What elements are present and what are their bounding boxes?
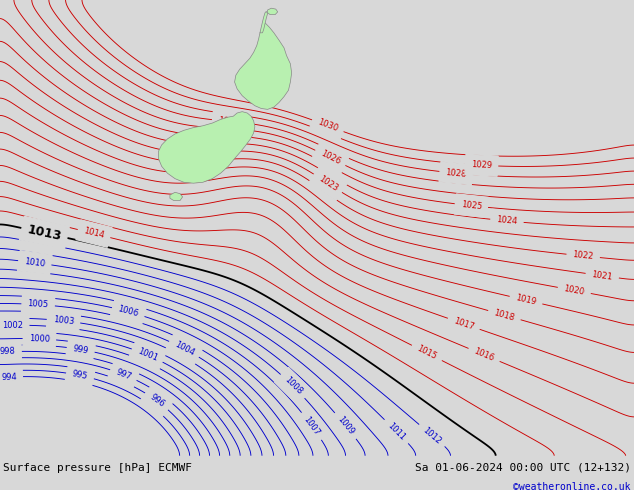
Text: 1029: 1029 [471,160,492,171]
Text: Sa 01-06-2024 00:00 UTC (12+132): Sa 01-06-2024 00:00 UTC (12+132) [415,463,631,473]
Text: 1019: 1019 [515,294,537,307]
Text: 1015: 1015 [415,344,438,362]
Text: 1001: 1001 [136,347,158,363]
Text: 1027: 1027 [217,116,240,127]
Text: 1017: 1017 [452,316,476,332]
Polygon shape [162,149,208,170]
Text: 995: 995 [72,369,89,381]
Text: 1021: 1021 [592,270,613,282]
Text: 1010: 1010 [24,257,46,269]
Text: 1030: 1030 [316,118,339,134]
Text: 1024: 1024 [496,216,518,226]
Text: 1023: 1023 [316,173,339,193]
Polygon shape [268,8,278,15]
Text: 1009: 1009 [335,415,356,437]
Polygon shape [235,23,292,109]
Text: 1003: 1003 [53,315,75,326]
Text: 994: 994 [1,372,17,382]
Text: 996: 996 [148,392,166,409]
Text: 998: 998 [0,347,16,356]
Text: 1002: 1002 [2,320,23,330]
Text: 1004: 1004 [173,340,196,358]
Polygon shape [260,11,268,33]
Text: 1020: 1020 [563,284,585,297]
Polygon shape [158,112,255,183]
Text: ©weatheronline.co.uk: ©weatheronline.co.uk [514,482,631,490]
Text: 1022: 1022 [573,250,594,262]
Text: 1005: 1005 [27,299,49,310]
Text: 1016: 1016 [472,347,496,363]
Text: 1006: 1006 [117,305,139,319]
Text: Surface pressure [hPa] ECMWF: Surface pressure [hPa] ECMWF [3,463,192,473]
Text: 1013: 1013 [26,223,63,243]
Text: 1026: 1026 [319,149,342,167]
Text: 1012: 1012 [421,425,443,445]
Text: 999: 999 [72,344,89,355]
Text: 1011: 1011 [386,421,407,442]
Text: 1018: 1018 [493,308,516,322]
Text: 1014: 1014 [83,227,105,241]
Text: 1000: 1000 [29,334,50,344]
Polygon shape [170,192,183,200]
Text: 1025: 1025 [460,200,482,211]
Text: 1007: 1007 [302,415,321,437]
Text: 997: 997 [115,368,133,382]
Text: 1008: 1008 [282,375,304,397]
Text: 1028: 1028 [445,168,467,179]
